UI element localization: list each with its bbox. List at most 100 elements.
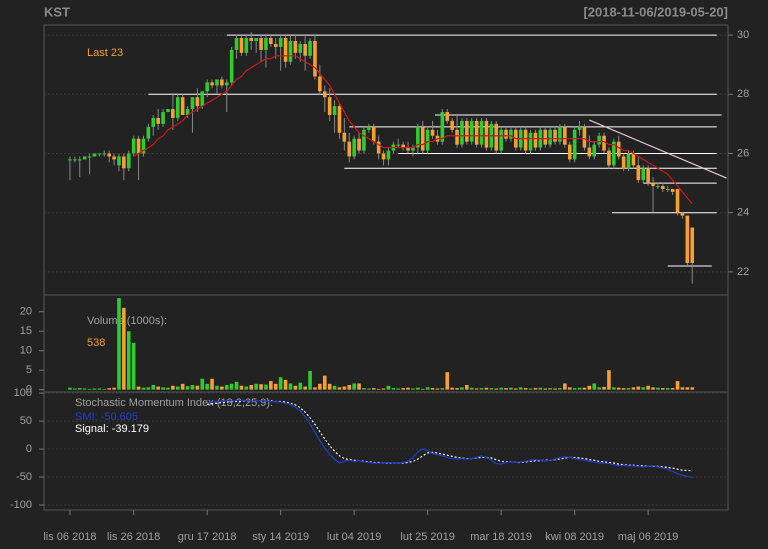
candle-body (690, 227, 695, 264)
y-tick-label: 15 (20, 325, 32, 337)
volume-bar (396, 388, 401, 390)
y-tick-label: 24 (737, 207, 749, 219)
candle-body (572, 129, 577, 160)
volume-bar (200, 378, 205, 390)
volume-bar (342, 386, 347, 390)
last-label: Last 23 (87, 47, 123, 59)
volume-bar (553, 388, 557, 390)
volume-bar (220, 386, 224, 390)
candle-body (269, 38, 273, 44)
smi-label: SMI: -50.605 (75, 411, 138, 423)
y-tick-label: 0 (26, 443, 32, 455)
volume-bar (401, 388, 405, 390)
candle-body (313, 40, 317, 77)
x-tick-label: lis 26 2018 (107, 531, 160, 543)
volume-bar (254, 383, 258, 390)
volume-bar (126, 331, 131, 390)
volume-bar (337, 387, 342, 390)
volume-bar (234, 381, 239, 390)
volume-bar (224, 384, 229, 390)
volume-bar (563, 383, 567, 390)
volume-bar (362, 388, 366, 390)
volume-bar (675, 381, 680, 390)
candle-body (293, 40, 298, 53)
volume-bar (450, 387, 454, 390)
candle-body (455, 129, 459, 145)
candle-body (190, 97, 195, 110)
candle-body (327, 97, 332, 115)
candle-body (229, 49, 234, 83)
volume-bar (670, 388, 675, 390)
candle-body (318, 76, 322, 92)
volume-bar (602, 386, 606, 390)
candle-body (126, 153, 131, 169)
x-tick-label: gru 17 2018 (178, 531, 237, 543)
volume-bar (665, 388, 670, 390)
volume-bar (455, 388, 459, 390)
candle-body (357, 138, 361, 151)
candle-body (577, 126, 582, 130)
candle-body (185, 109, 190, 115)
volume-bar (494, 388, 499, 390)
volume-bar (587, 385, 592, 390)
candle-body (234, 38, 239, 50)
x-tick-label: lis 06 2018 (43, 531, 96, 543)
candle-body (347, 141, 352, 157)
candle-body (406, 147, 410, 151)
volume-bar (376, 388, 381, 390)
candle-body (646, 168, 650, 184)
candle-body (254, 38, 258, 41)
candle-body (131, 138, 136, 154)
volume-bar (288, 383, 293, 390)
candle-body (651, 183, 655, 187)
volume-bar (175, 386, 180, 390)
candle-body (685, 215, 690, 264)
volume-bar (416, 387, 420, 390)
candle-body (278, 38, 283, 47)
candle-body (273, 43, 278, 47)
volume-bar (269, 381, 273, 390)
candle-body (210, 82, 214, 86)
candle-body (322, 91, 327, 98)
candle-body (215, 79, 219, 86)
volume-bar (489, 388, 494, 390)
volume-bar (97, 388, 102, 390)
candle-body (352, 138, 356, 157)
x-tick-label: lut 04 2019 (327, 531, 381, 543)
y-tick-label: 22 (737, 266, 749, 278)
x-tick-label: mar 18 2019 (470, 531, 532, 543)
volume-bar (567, 387, 572, 390)
candle-body (283, 38, 288, 62)
date-range: [2018-11-06/2019-05-20] (583, 4, 728, 19)
candle-body (631, 153, 636, 166)
candle-body (396, 144, 401, 146)
volume-bar (136, 386, 141, 390)
volume-bar (298, 382, 303, 390)
candle-body (504, 129, 508, 139)
volume-bar (621, 388, 626, 390)
x-tick-label: maj 06 2019 (618, 531, 679, 543)
volume-bar (479, 388, 484, 390)
candle-body (298, 43, 303, 53)
volume-bar (533, 388, 538, 390)
candle-body (205, 82, 209, 92)
candle-body (156, 117, 160, 124)
volume-bar (518, 387, 523, 390)
y-tick-label: 10 (20, 345, 32, 357)
volume-bar (303, 386, 307, 390)
candle-body (548, 129, 552, 145)
volume-bar (313, 387, 317, 390)
candle-body (117, 156, 121, 166)
candle-body (151, 117, 156, 127)
candle-body (445, 112, 450, 121)
candle-body (621, 156, 626, 169)
candle-body (465, 120, 469, 142)
volume-bar (151, 384, 156, 390)
candle-body (97, 153, 102, 155)
volume-bar (322, 375, 327, 390)
volume-bar (460, 387, 464, 390)
candle-body (460, 120, 464, 145)
volume-bar (646, 385, 650, 390)
volume-bar (249, 384, 254, 390)
